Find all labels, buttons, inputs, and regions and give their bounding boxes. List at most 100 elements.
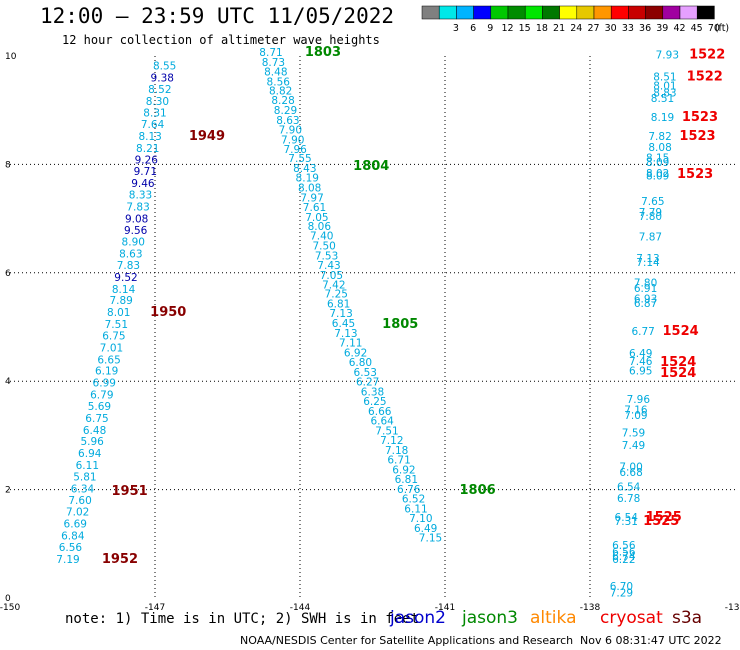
wave-height-value: 8.09 (646, 171, 669, 183)
legend-tick-label: 9 (487, 23, 493, 34)
wave-height-value: 8.15 (646, 153, 669, 165)
wave-height-value: 7.13 (329, 308, 352, 320)
wave-height-value: 7.65 (641, 196, 664, 208)
y-tick-label: 8 (5, 160, 11, 170)
legend-tick-label: 42 (673, 23, 685, 34)
legend-tick-label: 18 (536, 23, 548, 34)
generated-time: Nov 6 08:31:47 UTC 2022 (580, 634, 722, 647)
x-tick-label: -138 (580, 603, 601, 610)
wave-height-value: 7.51 (375, 425, 398, 437)
wave-height-value: 8.52 (148, 84, 171, 96)
wave-height-value: 6.56 (59, 542, 83, 554)
wave-height-value: 6.25 (363, 396, 386, 408)
wave-height-value: 6.48 (83, 425, 106, 437)
wave-height-value: 7.90 (279, 125, 302, 137)
wave-height-value: 6.79 (90, 390, 113, 402)
wave-height-value: 7.18 (385, 445, 408, 457)
wave-height-value: 6.68 (619, 467, 642, 479)
pass-time-label: 1524 (660, 355, 696, 370)
pass-time-label: 1952 (102, 552, 138, 567)
wave-height-value: 6.84 (61, 530, 85, 542)
wave-height-value: 7.40 (310, 231, 333, 243)
wave-height-value: 8.19 (651, 112, 674, 124)
wave-height-value: 8.83 (653, 88, 676, 100)
map-subtitle: 12 hour collection of altimeter wave hei… (62, 33, 380, 47)
wave-height-value: 5.96 (80, 436, 104, 448)
wave-height-value: 7.05 (305, 212, 328, 224)
wave-height-value: 7.83 (126, 201, 149, 213)
wave-height-value: 8.48 (264, 67, 287, 79)
wave-height-value: 8.06 (308, 221, 332, 233)
wave-height-value: 9.38 (151, 72, 174, 84)
wave-height-value: 7.43 (317, 260, 340, 272)
wave-height-value: 7.29 (610, 587, 633, 599)
pass-time-label: 1949 (189, 129, 225, 144)
wave-height-value: 8.31 (143, 108, 166, 120)
color-scale-legend: 3 6 9 12 15 18 21 24 27 30 33 36 39 42 45 70(ft) (421, 5, 729, 34)
pass-time-label: 1805 (382, 317, 418, 332)
wave-height-value: 6.38 (361, 386, 384, 398)
wave-height-value: 7.96 (283, 144, 307, 156)
pass-time-label: 1951 (112, 484, 148, 499)
wave-height-value: 6.52 (402, 494, 425, 506)
wave-height-value: 6.71 (387, 455, 410, 467)
wave-height-value: 7.11 (339, 338, 362, 350)
wave-height-value: 8.43 (293, 163, 316, 175)
x-tick-label: -147 (145, 603, 165, 610)
wave-height-value: 7.79 (639, 207, 662, 219)
wave-height-value: 8.51 (653, 71, 676, 83)
wave-height-value: 6.92 (392, 464, 415, 476)
y-tick-label: 6 (5, 269, 11, 279)
wave-height-value: 7.10 (409, 513, 432, 525)
legend-tick-label: 45 (691, 23, 703, 34)
pass-time-label: 1523 (677, 167, 713, 182)
pass-time-label: 1950 (150, 305, 186, 320)
wave-height-value: 7.93 (656, 50, 679, 62)
wave-height-value: 9.26 (135, 154, 159, 166)
legend-tick-label: 30 (605, 23, 617, 34)
wave-height-value: 8.63 (276, 115, 299, 127)
wave-height-value: 6.80 (349, 357, 372, 369)
wave-height-value: 9.08 (125, 213, 148, 225)
wave-height-value: 6.78 (617, 493, 640, 505)
wave-height-value: 7.14 (636, 257, 660, 269)
wave-height-value: 7.64 (141, 119, 165, 131)
legend-tick-label: 33 (622, 23, 634, 34)
wave-height-value: 6.77 (631, 326, 654, 338)
wave-height-value: 8.30 (146, 96, 169, 108)
wave-height-value: 6.94 (78, 448, 102, 460)
wave-height-value: 8.55 (153, 61, 176, 73)
wave-height-value: 6.11 (76, 460, 99, 472)
wave-height-value: 6.54 (615, 512, 639, 524)
pass-time-label: 1806 (460, 483, 496, 498)
legend-tick-label: 21 (553, 23, 565, 34)
wave-height-value: 7.59 (622, 427, 645, 439)
x-tick-label: -150 (0, 603, 20, 610)
wave-height-value: 5.81 (73, 471, 96, 483)
wave-height-value: 6.66 (368, 406, 392, 418)
legend-tick-label: 36 (639, 23, 651, 34)
wave-height-value: 6.54 (617, 482, 641, 494)
legend-tick-label: 39 (656, 23, 668, 34)
y-tick-label: 2 (5, 486, 11, 496)
wave-height-value: 8.08 (648, 142, 671, 154)
wave-height-value: 6.92 (344, 347, 367, 359)
legend-unit: (ft) (715, 23, 729, 34)
legend-tick-label: 70 (708, 23, 720, 34)
wave-height-value: 8.90 (122, 237, 145, 249)
wave-height-value: 8.33 (129, 190, 152, 202)
pass-time-label: 1804 (353, 159, 389, 174)
wave-height-value: 7.97 (300, 192, 323, 204)
wave-height-value: 6.75 (85, 413, 108, 425)
wave-height-value: 6.65 (97, 354, 120, 366)
wave-height-value: 7.01 (100, 342, 123, 354)
wave-height-value: 7.87 (639, 231, 662, 243)
wave-height-value: 6.27 (356, 377, 379, 389)
wave-height-value: 6.76 (397, 484, 421, 496)
pass-time-label: 1803 (305, 45, 341, 60)
pass-time-label: 1522 (687, 69, 723, 84)
legend-tick-label: 15 (519, 23, 531, 34)
wave-height-value: 7.13 (636, 253, 659, 265)
map-title: 12:00 – 23:59 UTC 11/05/2022 (40, 4, 395, 28)
wave-height-value: 9.52 (114, 272, 137, 284)
